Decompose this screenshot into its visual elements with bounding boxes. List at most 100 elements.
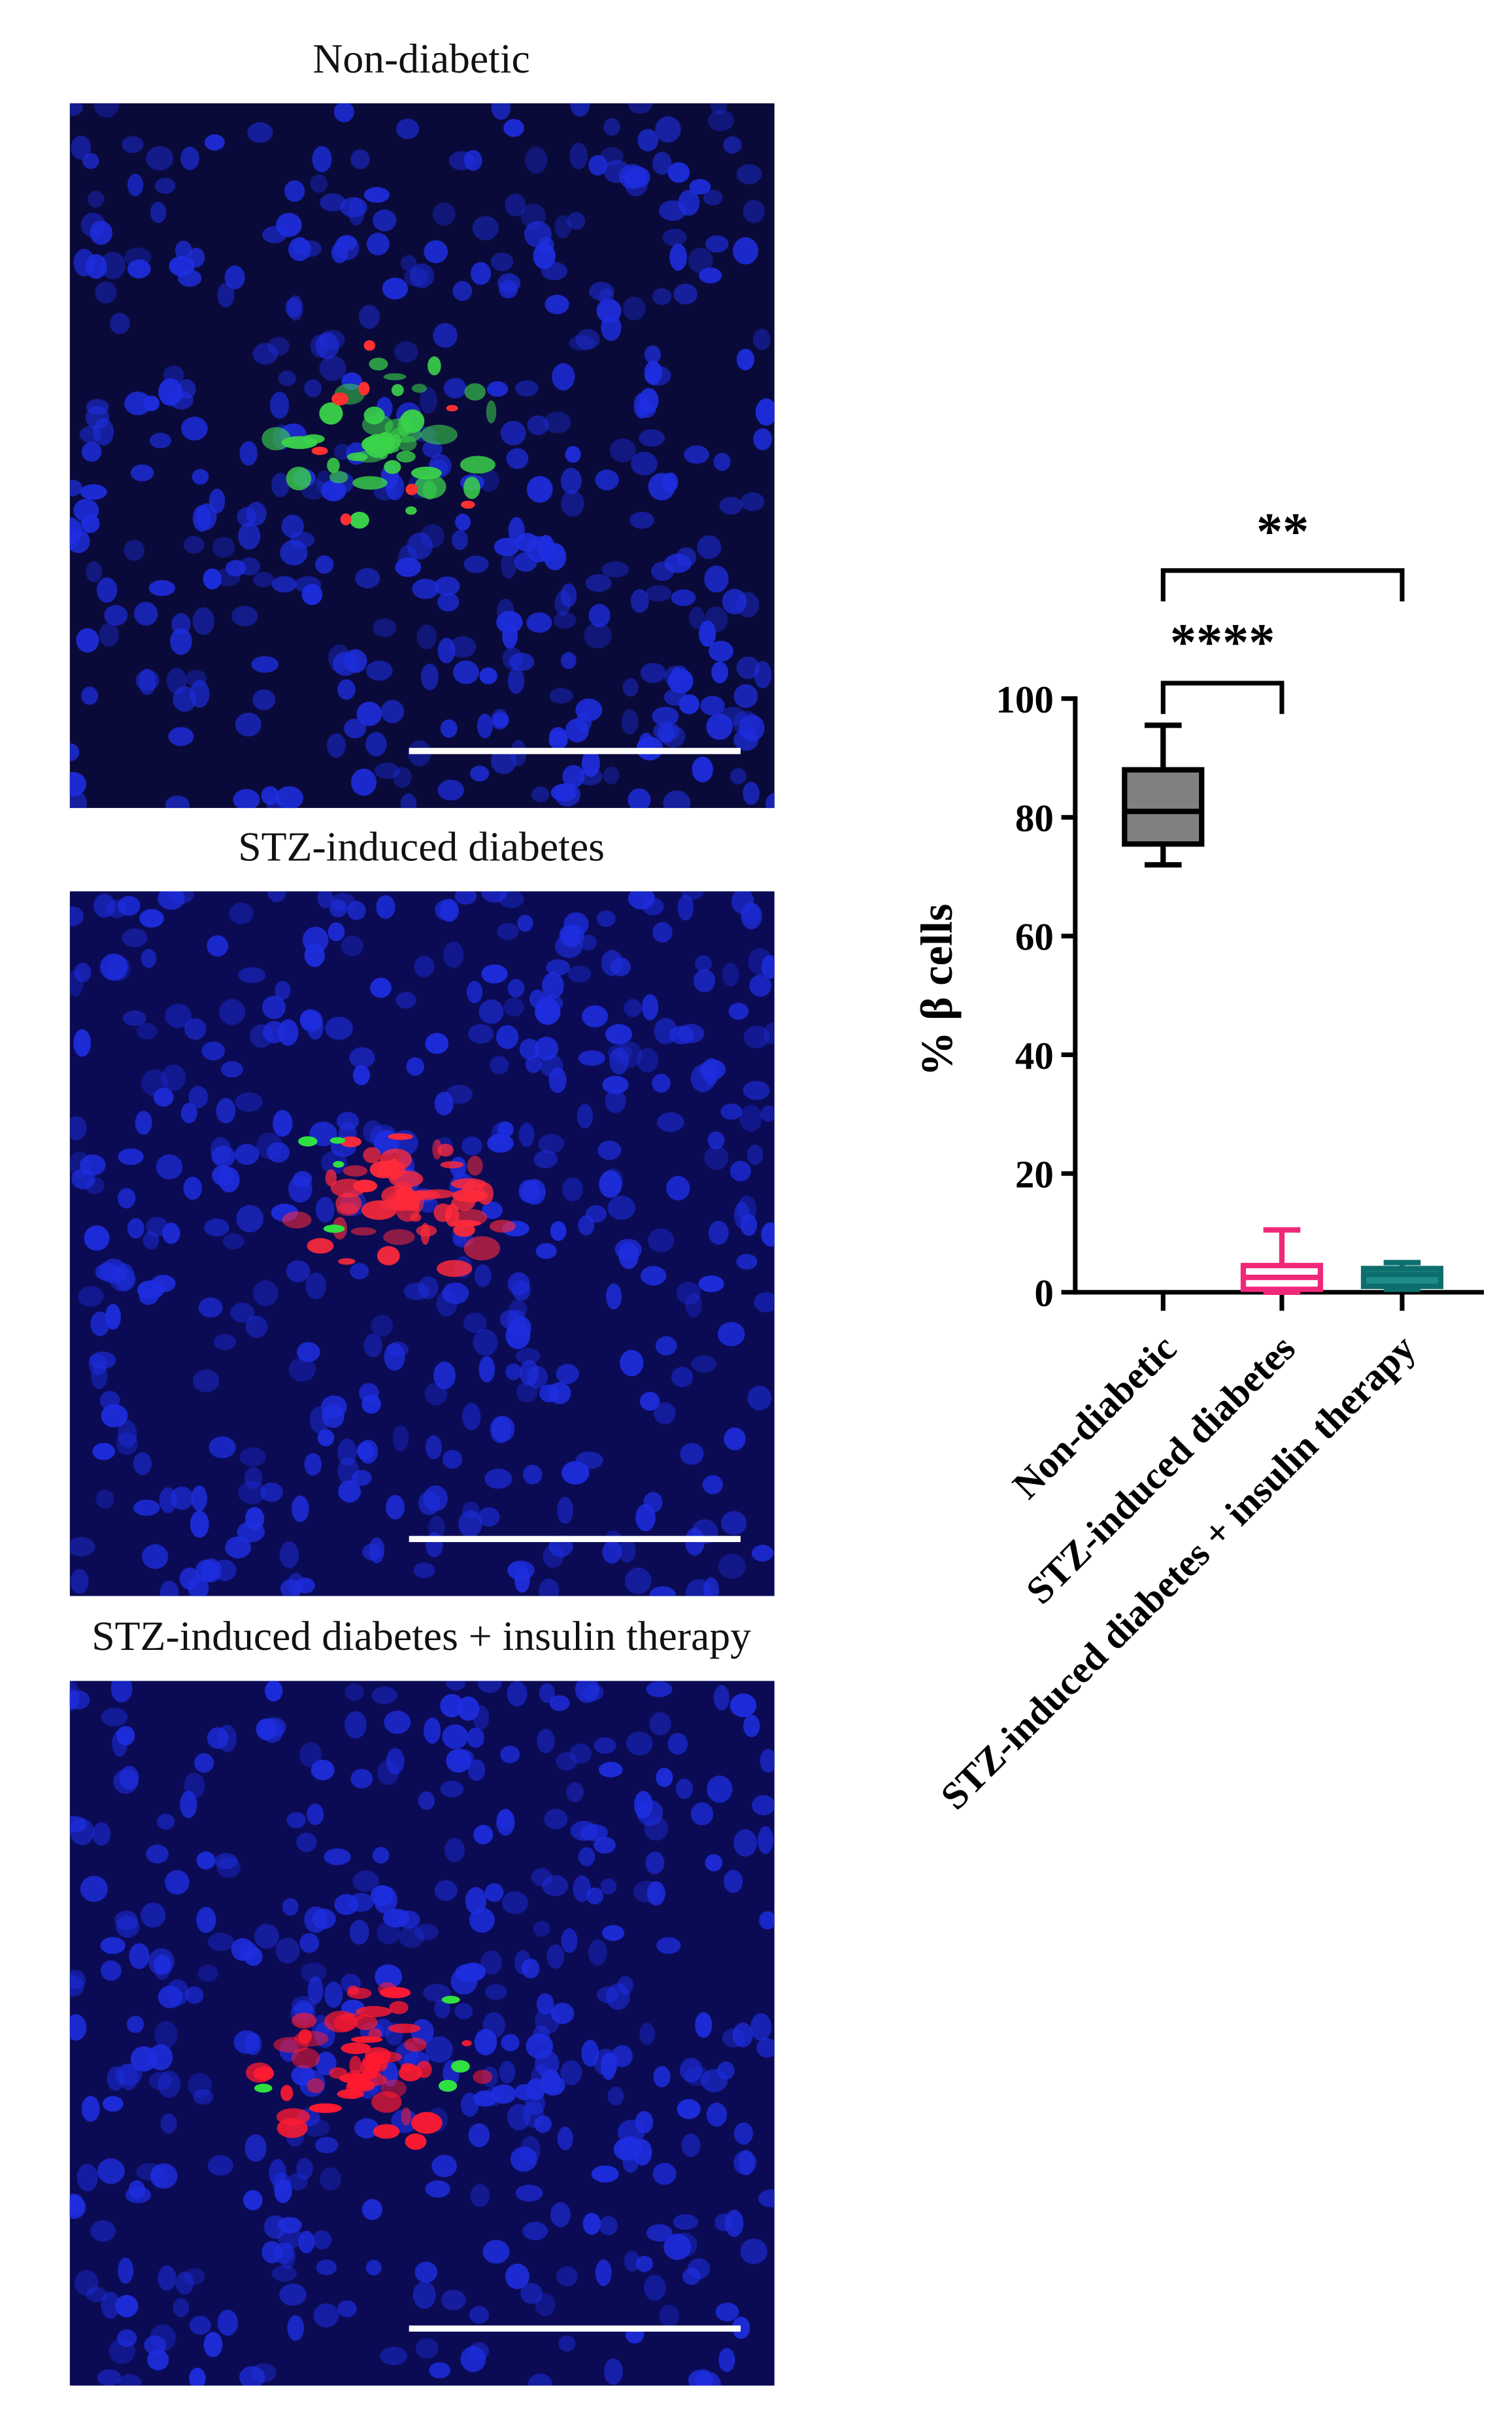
nucleus [601, 562, 630, 578]
nucleus [69, 1537, 95, 1557]
nucleus [703, 190, 723, 206]
nucleus [96, 577, 118, 603]
nucleus [507, 2104, 531, 2131]
nucleus [278, 370, 296, 386]
stain [307, 2078, 325, 2093]
nucleus [320, 479, 346, 501]
stain [440, 1161, 464, 1169]
nucleus [481, 891, 507, 903]
nucleus [718, 1553, 746, 1579]
nucleus [535, 2007, 560, 2034]
nucleus [644, 345, 661, 364]
nucleus [505, 1363, 522, 1381]
nucleus [478, 469, 499, 492]
nucleus [523, 1464, 543, 1485]
x-tick-label: STZ-induced diabetes + insulin therapy [932, 1326, 1424, 1818]
nucleus [594, 1836, 616, 1854]
nucleus [597, 1140, 622, 1160]
stain [489, 1219, 516, 1233]
nucleus [594, 1737, 616, 1754]
nucleus [652, 922, 673, 943]
nucleus [217, 2309, 238, 2336]
stain [292, 2013, 317, 2029]
nucleus [722, 2028, 745, 2048]
nucleus [437, 779, 464, 801]
nucleus [498, 891, 524, 909]
nucleus [635, 1503, 656, 1532]
nucleus [463, 1312, 487, 1334]
nucleus [122, 928, 148, 948]
nucleus [239, 441, 258, 466]
nucleus [133, 1452, 152, 1475]
nucleus [652, 2162, 677, 2185]
nucleus [254, 1924, 279, 1949]
nucleus [730, 767, 747, 784]
nucleus [737, 1196, 757, 1223]
stain [361, 2054, 389, 2070]
nucleus [207, 1932, 235, 1951]
nucleus [144, 2335, 167, 2355]
nucleus [535, 1243, 557, 1259]
nucleus [481, 964, 508, 984]
nucleus [416, 624, 437, 650]
nucleus [287, 2315, 305, 2341]
nucleus [743, 1715, 760, 1738]
nucleus [236, 1205, 264, 1233]
stain [298, 1136, 318, 1147]
nucleus [693, 969, 716, 993]
nucleus [501, 2034, 520, 2052]
nucleus [561, 1928, 578, 1953]
nucleus [69, 1116, 87, 1141]
nucleus [440, 899, 460, 922]
nucleus [80, 484, 107, 500]
nucleus [553, 612, 577, 629]
nucleus [765, 793, 775, 809]
nucleus [515, 1348, 541, 1364]
nucleus [473, 1824, 494, 1845]
nucleus [603, 1168, 624, 1194]
nucleus [550, 2202, 571, 2228]
nucleus [640, 1266, 667, 1286]
stain [379, 1987, 411, 1998]
stain [416, 2060, 432, 2078]
nucleus [624, 999, 642, 1017]
nucleus [363, 1120, 383, 1143]
nucleus [124, 392, 152, 416]
nucleus [685, 1579, 713, 1596]
stain [369, 358, 388, 371]
y-tick-label: 0 [1034, 1271, 1053, 1315]
nucleus [700, 696, 725, 716]
stain [333, 1161, 344, 1168]
nucleus [196, 503, 217, 530]
nucleus [455, 513, 471, 531]
nucleus [221, 1061, 243, 1078]
nucleus [538, 1133, 565, 1154]
nucleus [352, 1469, 372, 1486]
nucleus [618, 1242, 639, 1269]
nucleus [732, 2023, 753, 2047]
nucleus [178, 269, 202, 287]
nucleus [743, 1026, 770, 1049]
nucleus [76, 2164, 98, 2192]
nucleus [210, 1137, 231, 1164]
nucleus [366, 660, 393, 681]
nucleus [445, 1084, 473, 1104]
nucleus [288, 1357, 316, 1382]
nucleus [338, 1480, 361, 1503]
nucleus [246, 501, 267, 526]
nucleus [154, 2021, 178, 2049]
nucleus [214, 1334, 237, 1351]
nucleus [137, 1280, 164, 1300]
nucleus [603, 766, 620, 784]
nucleus [565, 446, 581, 463]
stain [416, 1224, 437, 1237]
nucleus [500, 420, 526, 446]
nucleus [344, 718, 367, 739]
nucleus [520, 2283, 543, 2304]
stain [477, 1182, 494, 1205]
nucleus [141, 949, 157, 968]
nucleus [442, 1724, 469, 1749]
nucleus [382, 1908, 410, 1928]
nucleus [602, 1075, 629, 1094]
nucleus [296, 2158, 313, 2180]
